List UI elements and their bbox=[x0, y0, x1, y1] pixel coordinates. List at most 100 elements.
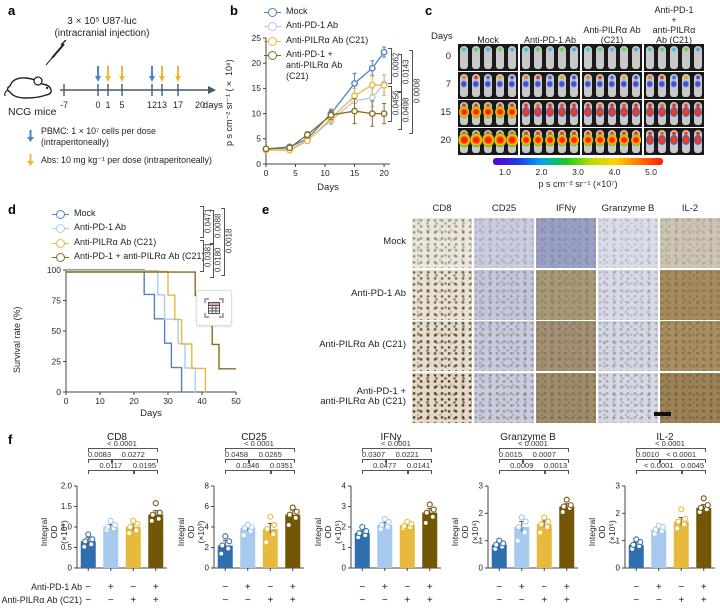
down-arrow-icon bbox=[26, 153, 35, 167]
signal-blob-head bbox=[695, 47, 701, 52]
mouse-image bbox=[521, 102, 531, 125]
mouse-icon bbox=[4, 76, 52, 99]
mouse-image bbox=[645, 102, 655, 125]
legend-label: Mock bbox=[74, 208, 96, 218]
signal-blob-head bbox=[633, 131, 639, 136]
legend-label: Anti-PD-1 Ab bbox=[74, 222, 127, 233]
signal-blob-body bbox=[693, 107, 703, 118]
treatment-sign: + bbox=[700, 595, 707, 606]
signal-blob-head bbox=[535, 75, 541, 80]
signal-blob-head bbox=[547, 47, 553, 52]
svg-text:8: 8 bbox=[205, 482, 210, 491]
signal-blob-body bbox=[545, 134, 555, 146]
pvalue-bracket bbox=[110, 459, 158, 463]
mouse-image bbox=[533, 130, 543, 153]
signal-blob-body bbox=[522, 80, 530, 89]
f-chart-title: Granzyme B bbox=[500, 432, 556, 443]
f-chart-plot: 0 1 2 3 bbox=[616, 482, 715, 573]
mouse-image-group bbox=[582, 44, 642, 71]
mouse-image bbox=[669, 102, 679, 125]
mouse-image bbox=[583, 130, 593, 153]
mouse-image bbox=[694, 74, 702, 97]
injection-label: 3 × 10⁵ U87-luc (intracranial injection) bbox=[54, 16, 150, 39]
data-table-button[interactable] bbox=[196, 290, 232, 326]
signal-blob-body bbox=[669, 135, 679, 146]
pvalue-bracket bbox=[362, 459, 387, 463]
mouse-image bbox=[657, 102, 667, 125]
svg-text:4: 4 bbox=[205, 523, 210, 532]
mouse-image bbox=[620, 74, 628, 97]
legend-item: Mock bbox=[264, 6, 394, 17]
mouse-image-group bbox=[520, 128, 580, 155]
mouse-image bbox=[472, 46, 480, 69]
svg-text:0.5: 0.5 bbox=[61, 543, 73, 552]
signal-blob-body bbox=[596, 80, 604, 89]
svg-text:1: 1 bbox=[105, 100, 110, 110]
pvalue-bracket bbox=[225, 470, 273, 474]
treatment-sign: − bbox=[404, 582, 411, 593]
signal-blob-body bbox=[584, 80, 592, 89]
pvalue-bracket bbox=[221, 208, 225, 276]
signal-blob-head bbox=[509, 47, 515, 52]
svg-text:10: 10 bbox=[320, 168, 330, 178]
mouse-image-group bbox=[520, 44, 580, 71]
signal-blob-body bbox=[458, 133, 470, 147]
data-table-icon bbox=[204, 298, 224, 318]
signal-blob-head bbox=[671, 75, 677, 80]
pvalue-bracket bbox=[388, 48, 392, 84]
pvalue-bracket bbox=[681, 470, 706, 474]
mouse-image bbox=[472, 74, 480, 97]
mouse-image bbox=[484, 46, 492, 69]
signal-blob-body bbox=[583, 134, 593, 146]
mouse-image-group bbox=[644, 44, 704, 71]
mouse-image bbox=[508, 74, 516, 97]
mouse-image bbox=[645, 130, 655, 153]
signal-blob-body bbox=[472, 80, 480, 89]
pvalue-bracket bbox=[225, 459, 250, 463]
signal-blob-body bbox=[521, 107, 531, 118]
signal-blob-head bbox=[535, 131, 541, 136]
signal-blob-body bbox=[521, 134, 531, 146]
mouse-image bbox=[545, 130, 555, 153]
signal-blob-head bbox=[695, 75, 701, 80]
mouse-image-group bbox=[458, 128, 518, 155]
mouse-image bbox=[557, 130, 567, 153]
mouse-image bbox=[632, 74, 640, 97]
signal-blob-body bbox=[620, 80, 628, 89]
signal-blob-head bbox=[461, 47, 467, 52]
mouse-image bbox=[569, 130, 579, 153]
ihc-tile bbox=[474, 269, 534, 320]
panel-label-d: d bbox=[8, 202, 16, 217]
scale-tick: 2.0 bbox=[535, 167, 548, 177]
legend-marker bbox=[52, 252, 69, 262]
treatment-sign: − bbox=[130, 582, 137, 593]
pvalue-label: 0.0221 bbox=[395, 450, 419, 459]
signal-blob-head bbox=[609, 47, 615, 52]
ihc-row-label: Mock bbox=[383, 236, 406, 247]
pvalue-label: 0.0018 bbox=[224, 228, 234, 254]
signal-blob-head bbox=[683, 103, 689, 108]
survival-legend: Mock Anti-PD-1 Ab Anti-PILRα Ab (C21) Anti-… bbox=[52, 208, 222, 265]
mouse-image bbox=[522, 46, 530, 69]
svg-text:0: 0 bbox=[68, 564, 73, 573]
signal-blob-body bbox=[632, 80, 640, 89]
pvalue-bracket bbox=[225, 448, 295, 452]
svg-text:0: 0 bbox=[56, 387, 61, 397]
legend-marker bbox=[264, 22, 281, 32]
signal-blob-head bbox=[695, 131, 701, 136]
signal-blob-body bbox=[569, 134, 579, 146]
pvalue-bracket bbox=[499, 459, 524, 463]
f-chart-plot: 0 0.5 1.0 1.5 2.0 bbox=[61, 482, 167, 573]
svg-text:5: 5 bbox=[293, 168, 298, 178]
mouse-image bbox=[459, 102, 469, 125]
signal-blob-body bbox=[619, 134, 629, 146]
svg-text:4: 4 bbox=[342, 482, 347, 491]
treatment-sign: + bbox=[152, 582, 159, 593]
svg-text:0: 0 bbox=[64, 396, 69, 406]
signal-blob-head bbox=[659, 75, 665, 80]
pvalue-bracket bbox=[521, 459, 569, 463]
mouse-image bbox=[631, 102, 641, 125]
mouse-image bbox=[595, 130, 605, 153]
mouse-image bbox=[522, 74, 530, 97]
